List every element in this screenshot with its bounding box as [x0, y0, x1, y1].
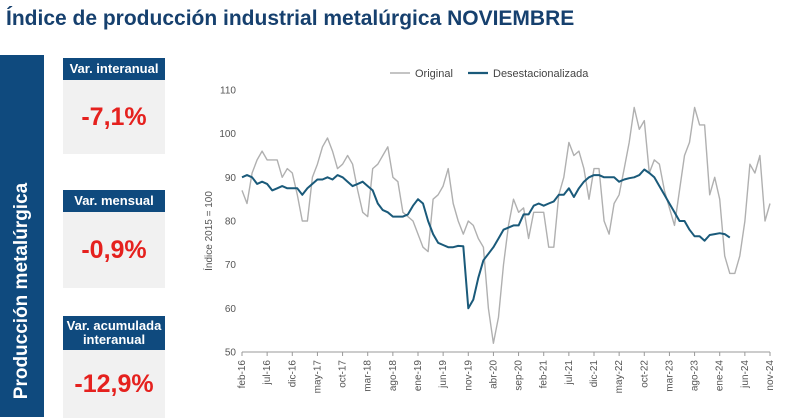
kpi-interanual-label: Var. interanual	[63, 58, 165, 80]
x-tick-label: oct-22	[639, 360, 650, 388]
page-title: Índice de producción industrial metalúrg…	[6, 7, 575, 30]
x-tick-label: dic-16	[287, 360, 298, 388]
x-tick-label: jul-21	[564, 360, 575, 386]
x-tick-label: jun-24	[740, 360, 751, 389]
y-tick-label: 90	[225, 173, 237, 184]
x-tick-label: feb-16	[237, 360, 248, 389]
x-tick-label: jul-16	[262, 360, 273, 386]
y-tick-label: 50	[225, 348, 237, 359]
x-tick-label: nov-19	[463, 360, 474, 391]
y-tick-label: 70	[225, 260, 237, 271]
kpi-acumulada-value: -12,9%	[63, 350, 165, 418]
legend-label: Desestacionalizada	[493, 68, 589, 80]
x-tick-label: mar-18	[363, 360, 374, 392]
kpi-interanual-value: -7,1%	[63, 80, 165, 154]
x-tick-label: feb-21	[539, 360, 550, 389]
kpi-mensual-label: Var. mensual	[63, 190, 165, 212]
y-axis-label: Índice 2015 = 100	[202, 191, 215, 271]
y-tick-label: 60	[225, 304, 237, 315]
x-tick-label: ene-19	[413, 360, 424, 392]
x-tick-label: sep-20	[514, 360, 525, 391]
legend-label: Original	[415, 68, 453, 80]
x-tick-label: jun-19	[438, 360, 449, 389]
kpi-acumulada-label: Var. acumulada interanual	[63, 316, 165, 350]
kpi-interanual-card: Var. interanual -7,1%	[63, 58, 165, 154]
side-panel-label: Producción metalúrgica	[11, 182, 32, 400]
kpi-acumulada-card: Var. acumulada interanual -12,9%	[63, 316, 165, 418]
x-tick-label: mar-23	[664, 360, 675, 392]
x-tick-label: ago-18	[388, 360, 399, 392]
y-tick-label: 80	[225, 217, 237, 228]
x-tick-label: dic-21	[589, 360, 600, 388]
kpi-mensual-value: -0,9%	[63, 212, 165, 288]
series-original-line	[241, 106, 771, 344]
y-tick-label: 110	[220, 86, 236, 97]
y-tick-label: 100	[219, 129, 236, 140]
x-tick-label: may-17	[312, 360, 323, 394]
x-tick-label: oct-17	[338, 360, 349, 388]
production-line-chart: 50 60 70 80 90 100 110 Índice 2015 = 100 feb-16 j…	[202, 68, 776, 394]
series-seasonal-line	[241, 168, 731, 310]
x-tick-label: abr-20	[488, 360, 499, 389]
kpi-mensual-card: Var. mensual -0,9%	[63, 190, 165, 288]
side-panel: Producción metalúrgica	[0, 55, 44, 417]
x-tick-label: nov-24	[765, 360, 776, 391]
x-tick-label: ene-24	[715, 360, 726, 392]
x-tick-label: ago-23	[690, 360, 701, 392]
x-tick-label: may-22	[614, 360, 625, 394]
